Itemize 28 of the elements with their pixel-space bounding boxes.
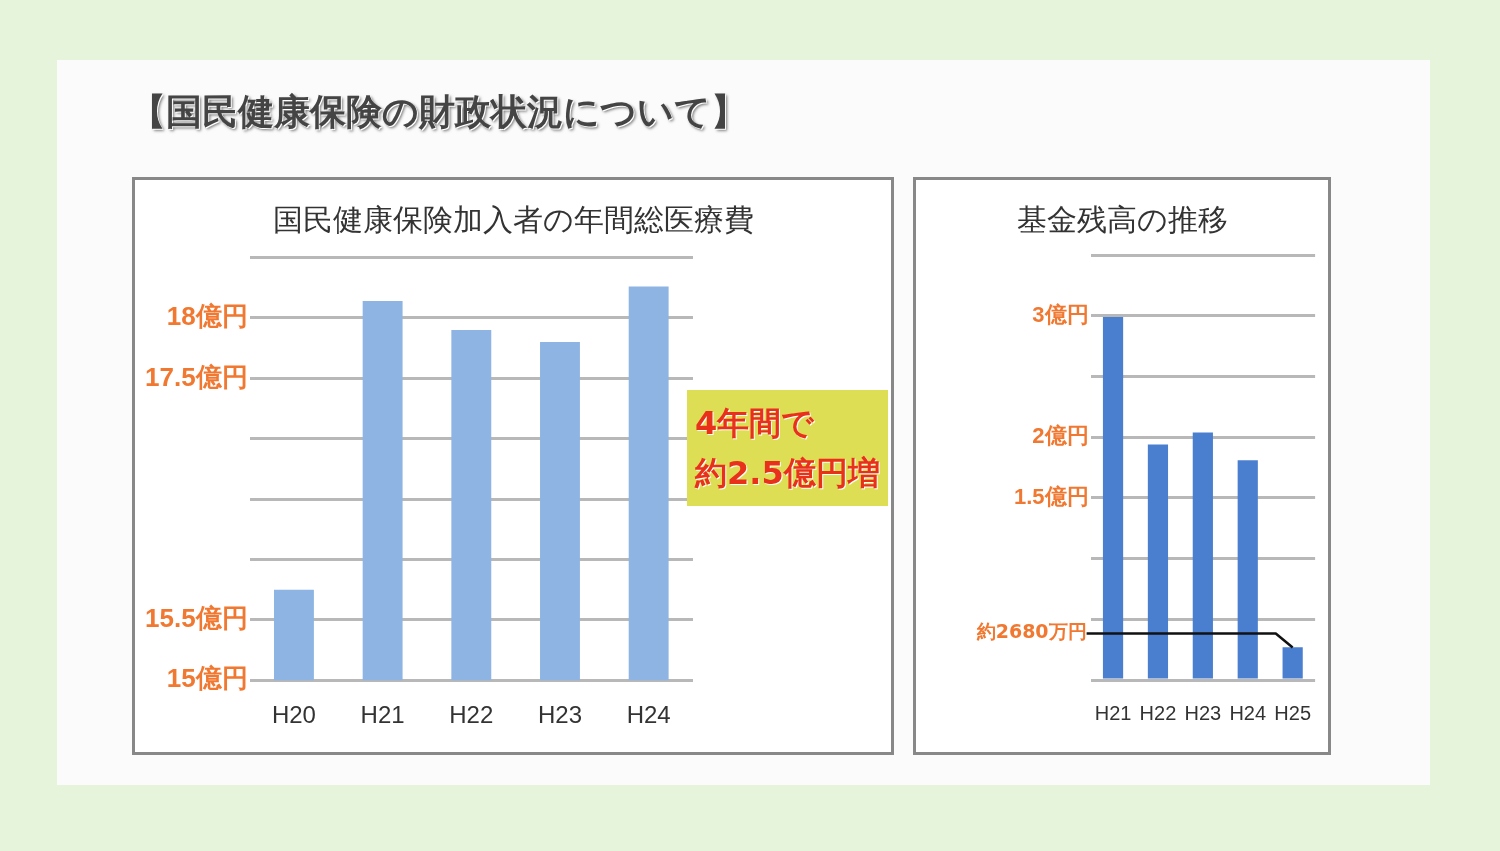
x-tick-label: H24	[1229, 701, 1267, 724]
text: 約2.5億円増	[695, 453, 880, 494]
y-tick-label: 1.5億円	[1013, 484, 1089, 510]
text: 4年間で	[695, 403, 816, 444]
x-tick-label: H21	[1094, 701, 1132, 724]
y-tick-label: 15億円	[166, 663, 248, 694]
bar	[1147, 444, 1169, 679]
bar	[1237, 460, 1258, 679]
bar	[1282, 647, 1303, 679]
chart-subtitle: 国民健康保険加入者の年間総医療費	[271, 201, 755, 239]
y-tick-label: 2億円	[1032, 423, 1089, 449]
x-tick-label: H21	[360, 701, 405, 729]
x-tick-label: H23	[1184, 701, 1222, 724]
x-tick-label: H22	[449, 701, 494, 729]
x-tick-label: H22	[1139, 701, 1177, 724]
bar	[1102, 317, 1124, 679]
chart-title: 【国民健康保険の財政状況について】	[130, 90, 747, 134]
x-tick-label: H23	[537, 701, 582, 729]
chart-title: 基金残高の推移	[1015, 201, 1229, 239]
x-tick-label: H25	[1274, 701, 1312, 724]
bar	[1192, 432, 1213, 679]
x-tick-label: H20	[271, 701, 316, 729]
y-tick-label: 15.5億円	[144, 603, 248, 633]
x-tick-label: H24	[626, 701, 671, 729]
y-tick-label: 18億円	[166, 301, 248, 332]
annotation: 約2680万円	[975, 620, 1087, 643]
y-tick-label: 3億円	[1032, 301, 1089, 327]
y-tick-label: 17.5億円	[144, 361, 248, 392]
